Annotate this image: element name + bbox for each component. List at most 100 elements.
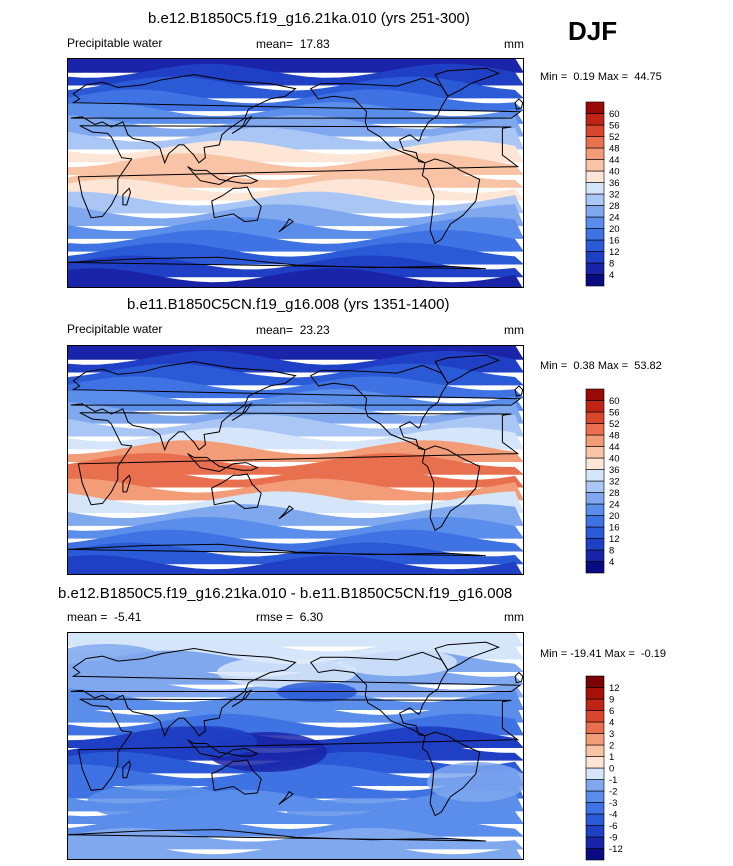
contour-blob <box>67 644 167 680</box>
contour-band <box>67 268 523 288</box>
panel-3-mean: mean = -5.41 <box>67 610 142 624</box>
colorbar-swatch <box>585 710 605 723</box>
colorbar-tick-label: 16 <box>609 523 620 534</box>
colorbar-tick-label: -4 <box>609 810 617 821</box>
colorbar-tick-label: 24 <box>609 213 620 224</box>
panel-2-title: b.e11.B1850C5CN.f19_g16.008 (yrs 1351-14… <box>127 296 450 313</box>
colorbar-tick-label: 28 <box>609 488 620 499</box>
coastline <box>421 445 481 532</box>
panel-2-mean: mean= 23.23 <box>256 323 330 337</box>
colorbar-swatch <box>585 779 605 792</box>
colorbar-swatch <box>585 400 605 413</box>
colorbar-tick-label: 4 <box>609 718 614 729</box>
contour-band <box>67 478 524 501</box>
panel-1-title: b.e12.B1850C5.f19_g16.21ka.010 (yrs 251-… <box>148 10 470 27</box>
colorbar-swatch <box>585 423 605 436</box>
colorbar-tick-label: -1 <box>609 775 617 786</box>
panel-1-variable: Precipitable water <box>67 36 163 50</box>
panel-2-colorbar: 4 8 12 16 20 24 28 32 36 40 44 48 52 56 60 <box>585 388 646 574</box>
coastline <box>434 67 500 97</box>
colorbar-tick-label: 6 <box>609 706 614 717</box>
colorbar-tick-label: -12 <box>609 844 623 855</box>
colorbar-swatch <box>585 228 605 241</box>
colorbar-swatch <box>585 411 605 424</box>
coastline <box>70 74 522 165</box>
contour-band <box>67 89 524 112</box>
colorbar-tick-label: 52 <box>609 132 620 143</box>
colorbar-tick-label: 48 <box>609 431 620 442</box>
coastline <box>70 361 522 452</box>
panel-1-colorbar: 4 8 12 16 20 24 28 32 36 40 44 48 52 56 60 <box>585 101 646 287</box>
coastline <box>187 739 259 758</box>
coastline <box>309 651 449 737</box>
coastline <box>211 473 262 510</box>
colorbar-swatch <box>585 836 605 849</box>
colorbar-swatch <box>585 767 605 780</box>
colorbar-tick-label: 2 <box>609 741 614 752</box>
colorbar-swatch <box>585 170 605 183</box>
coastline <box>434 641 501 671</box>
panel-1-map <box>67 58 524 288</box>
colorbar-tick-label: 44 <box>609 442 620 453</box>
contour-band <box>67 178 524 201</box>
colorbar-swatch <box>585 813 605 826</box>
season-label: DJF <box>568 16 618 46</box>
colorbar-swatch <box>585 687 605 700</box>
contour-band <box>67 840 523 860</box>
colorbar-tick-label: 32 <box>609 477 620 488</box>
colorbar-swatch <box>585 159 605 172</box>
map-field <box>67 632 524 860</box>
map-frame <box>67 632 524 860</box>
contour-band <box>67 166 524 188</box>
colorbar-tick-label: 9 <box>609 695 614 706</box>
colorbar-swatch <box>585 457 605 470</box>
map-frame <box>67 345 524 575</box>
colorbar-tick-label: 40 <box>609 167 620 178</box>
colorbar-swatch <box>585 561 605 574</box>
panel-1-mean: mean= 17.83 <box>256 37 330 51</box>
colorbar-swatch <box>585 388 605 401</box>
coastline <box>77 412 520 506</box>
colorbar-swatch <box>585 251 605 264</box>
coastlines <box>67 641 524 860</box>
colorbar-tick-label: -3 <box>609 798 617 809</box>
colorbar-tick-label: 16 <box>609 236 620 247</box>
contour-blob <box>87 784 227 820</box>
colorbar-tick-label: 40 <box>609 454 620 465</box>
panel-2-map-svg <box>67 345 524 575</box>
panel-3-rmse: rmse = 6.30 <box>256 610 324 624</box>
colorbar-swatch <box>585 733 605 746</box>
coastline <box>67 829 486 860</box>
coastline <box>122 187 132 206</box>
panel-3-colorbar: -12 -9 -6 -4 -3 -2 -1 0 1 2 3 4 6 9 12 <box>585 675 646 861</box>
coastline <box>67 256 486 288</box>
colorbar-tick-label: 28 <box>609 201 620 212</box>
colorbar-tick-label: 36 <box>609 465 620 476</box>
coastline <box>77 125 520 219</box>
colorbar-tick-label: 0 <box>609 764 614 775</box>
coastline <box>278 218 294 233</box>
panel-1-minmax: Min = 0.19 Max = 44.75 <box>540 71 662 83</box>
coastline <box>514 98 524 110</box>
contour-band <box>67 701 524 723</box>
colorbar-tick-label: 12 <box>609 247 620 258</box>
contour-blob <box>287 798 447 826</box>
map-field <box>67 58 524 288</box>
contour-blob <box>427 762 524 802</box>
contour-band <box>67 764 524 786</box>
panel-2-minmax: Min = 0.38 Max = 53.82 <box>540 360 662 372</box>
coastline <box>309 77 449 164</box>
colorbar-swatch <box>585 136 605 149</box>
contour-band <box>67 376 524 399</box>
colorbar-tick-label: 52 <box>609 419 620 430</box>
colorbar-swatch <box>585 825 605 838</box>
colorbar-swatch <box>585 205 605 218</box>
coastline <box>231 402 253 421</box>
coastline <box>514 385 524 397</box>
contour-band <box>67 127 524 150</box>
contour-band <box>67 191 524 214</box>
colorbar-swatch <box>585 147 605 160</box>
